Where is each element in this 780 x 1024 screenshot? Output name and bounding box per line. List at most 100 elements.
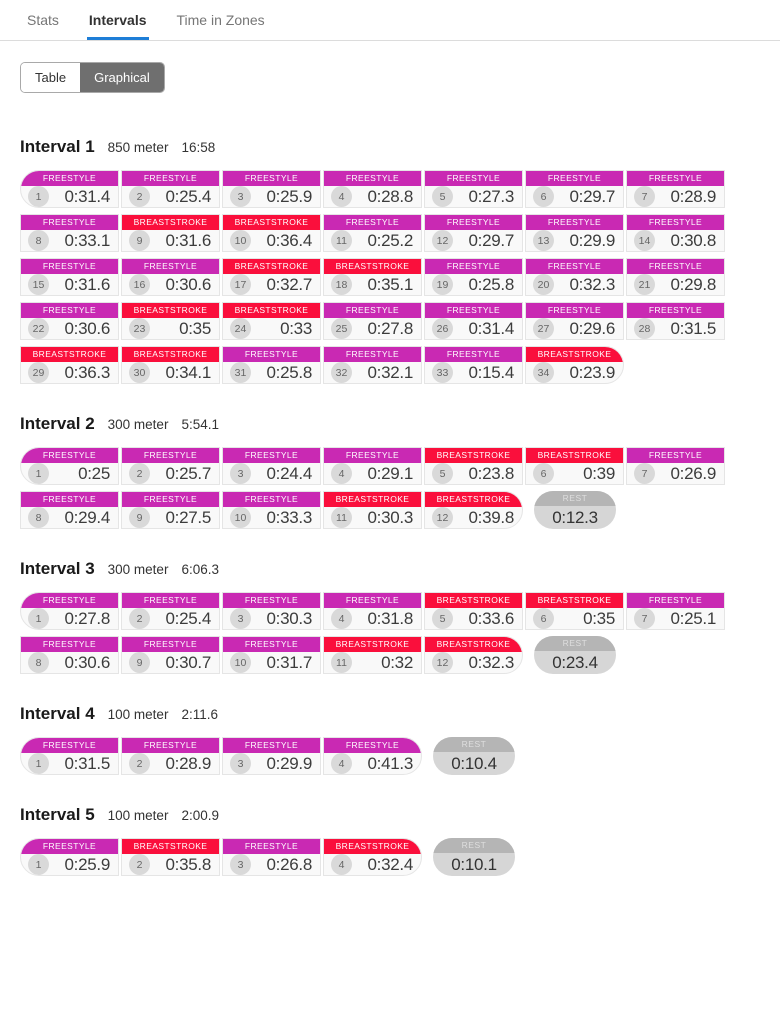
lap-row: FREESTYLE 15 0:31.6 FREESTYLE 16 0:30.6 BREAST… xyxy=(20,258,760,296)
lap-chip: BREASTSTROKE 23 0:35 xyxy=(121,302,220,340)
stroke-label: FREESTYLE xyxy=(21,303,118,318)
interval-distance: 300 meter xyxy=(107,562,169,577)
interval-section-2: Interval 2 300 meter 5:54.1 FREESTYLE 1 0:25 F… xyxy=(0,414,780,529)
intervals-list: Interval 1 850 meter 16:58 FREESTYLE 1 0:31.4… xyxy=(0,137,780,876)
lap-time: 0:28.8 xyxy=(367,186,414,206)
lap-number-badge: 34 xyxy=(533,362,554,383)
lap-number-badge: 11 xyxy=(331,507,352,528)
lap-chip-body: 2 0:25.4 xyxy=(122,186,219,207)
rest-chip: REST 0:10.4 xyxy=(433,737,515,775)
interval-distance: 300 meter xyxy=(107,417,169,432)
interval-header: Interval 4 100 meter 2:11.6 xyxy=(20,704,760,724)
lap-chip-body: 6 0:35 xyxy=(526,608,623,629)
tab-intervals[interactable]: Intervals xyxy=(86,0,149,40)
lap-time: 0:29.7 xyxy=(569,186,616,206)
lap-chip-body: 9 0:30.7 xyxy=(122,652,219,673)
toggle-option-graphical[interactable]: Graphical xyxy=(80,63,164,92)
lap-number-badge: 12 xyxy=(432,507,453,528)
interval-duration: 16:58 xyxy=(181,140,216,155)
rest-label: REST xyxy=(433,737,515,752)
toggle-option-table[interactable]: Table xyxy=(21,63,81,92)
lap-number-badge: 9 xyxy=(129,652,150,673)
lap-number-badge: 7 xyxy=(634,608,655,629)
rest-label: REST xyxy=(433,838,515,853)
lap-number-badge: 4 xyxy=(331,854,352,875)
lap-chip: FREESTYLE 15 0:31.6 xyxy=(20,258,119,296)
lap-number-badge: 16 xyxy=(129,274,150,295)
lap-chip: FREESTYLE 20 0:32.3 xyxy=(525,258,624,296)
lap-chip-body: 7 0:28.9 xyxy=(627,186,724,207)
lap-chip: BREASTSTROKE 18 0:35.1 xyxy=(323,258,422,296)
interval-duration: 5:54.1 xyxy=(181,417,219,432)
lap-time: 0:36.3 xyxy=(64,362,111,382)
stroke-label: FREESTYLE xyxy=(223,593,320,608)
stroke-label: BREASTSTROKE xyxy=(21,347,118,362)
lap-chip-body: 9 0:27.5 xyxy=(122,507,219,528)
lap-chip: FREESTYLE 2 0:28.9 xyxy=(121,737,220,775)
lap-number-badge: 12 xyxy=(432,230,453,251)
lap-chip-body: 4 0:41.3 xyxy=(324,753,421,774)
lap-number-badge: 5 xyxy=(432,608,453,629)
lap-chip: BREASTSTROKE 12 0:32.3 xyxy=(424,636,523,674)
lap-time: 0:30.7 xyxy=(165,652,212,672)
lap-time: 0:29.4 xyxy=(64,507,111,527)
lap-time: 0:29.8 xyxy=(670,274,717,294)
lap-time: 0:30.8 xyxy=(670,230,717,250)
lap-row: BREASTSTROKE 29 0:36.3 BREASTSTROKE 30 0:34.1… xyxy=(20,346,760,384)
stroke-label: FREESTYLE xyxy=(425,171,522,186)
lap-number-badge: 19 xyxy=(432,274,453,295)
lap-chip-body: 3 0:26.8 xyxy=(223,854,320,875)
stroke-label: BREASTSTROKE xyxy=(223,215,320,230)
stroke-label: BREASTSTROKE xyxy=(324,492,421,507)
lap-chip: FREESTYLE 9 0:27.5 xyxy=(121,491,220,529)
lap-chip: FREESTYLE 32 0:32.1 xyxy=(323,346,422,384)
stroke-label: FREESTYLE xyxy=(526,171,623,186)
lap-number-badge: 7 xyxy=(634,463,655,484)
stroke-label: FREESTYLE xyxy=(122,593,219,608)
stroke-label: FREESTYLE xyxy=(122,171,219,186)
lap-number-badge: 11 xyxy=(331,652,352,673)
tab-time-in-zones[interactable]: Time in Zones xyxy=(176,12,265,28)
stroke-label: FREESTYLE xyxy=(21,738,118,753)
lap-chip-body: 15 0:31.6 xyxy=(21,274,118,295)
lap-chip-body: 4 0:28.8 xyxy=(324,186,421,207)
lap-row: FREESTYLE 1 0:31.5 FREESTYLE 2 0:28.9 FREESTYL… xyxy=(20,737,760,775)
lap-time: 0:31.4 xyxy=(64,186,111,206)
lap-time: 0:31.5 xyxy=(64,753,111,773)
lap-number-badge: 14 xyxy=(634,230,655,251)
lap-time: 0:35.8 xyxy=(165,854,212,874)
interval-distance: 100 meter xyxy=(107,808,169,823)
lap-time: 0:36.4 xyxy=(266,230,313,250)
lap-time: 0:30.6 xyxy=(165,274,212,294)
tab-stats[interactable]: Stats xyxy=(27,12,59,28)
lap-chip-body: 28 0:31.5 xyxy=(627,318,724,339)
lap-number-badge: 3 xyxy=(230,463,251,484)
lap-chip: FREESTYLE 3 0:25.9 xyxy=(222,170,321,208)
stroke-label: FREESTYLE xyxy=(627,215,724,230)
stroke-label: FREESTYLE xyxy=(122,492,219,507)
lap-time: 0:25.8 xyxy=(266,362,313,382)
lap-time: 0:41.3 xyxy=(367,753,414,773)
rest-chip: REST 0:10.1 xyxy=(433,838,515,876)
lap-chip-body: 2 0:25.4 xyxy=(122,608,219,629)
lap-chip: BREASTSTROKE 6 0:35 xyxy=(525,592,624,630)
lap-chip: FREESTYLE 2 0:25.4 xyxy=(121,592,220,630)
lap-chip: BREASTSTROKE 29 0:36.3 xyxy=(20,346,119,384)
stroke-label: FREESTYLE xyxy=(122,259,219,274)
lap-time: 0:31.7 xyxy=(266,652,313,672)
stroke-label: FREESTYLE xyxy=(223,738,320,753)
lap-row: FREESTYLE 8 0:29.4 FREESTYLE 9 0:27.5 FREESTYL… xyxy=(20,491,760,529)
lap-time: 0:29.9 xyxy=(569,230,616,250)
lap-chip-body: 2 0:35.8 xyxy=(122,854,219,875)
rest-chip: REST 0:23.4 xyxy=(534,636,616,674)
lap-chip: FREESTYLE 21 0:29.8 xyxy=(626,258,725,296)
lap-number-badge: 27 xyxy=(533,318,554,339)
stroke-label: FREESTYLE xyxy=(324,303,421,318)
lap-time: 0:32 xyxy=(381,652,413,672)
lap-time: 0:32.3 xyxy=(468,652,515,672)
lap-time: 0:29.1 xyxy=(367,463,414,483)
stroke-label: FREESTYLE xyxy=(223,637,320,652)
stroke-label: FREESTYLE xyxy=(122,738,219,753)
lap-time: 0:29.9 xyxy=(266,753,313,773)
lap-number-badge: 10 xyxy=(230,652,251,673)
